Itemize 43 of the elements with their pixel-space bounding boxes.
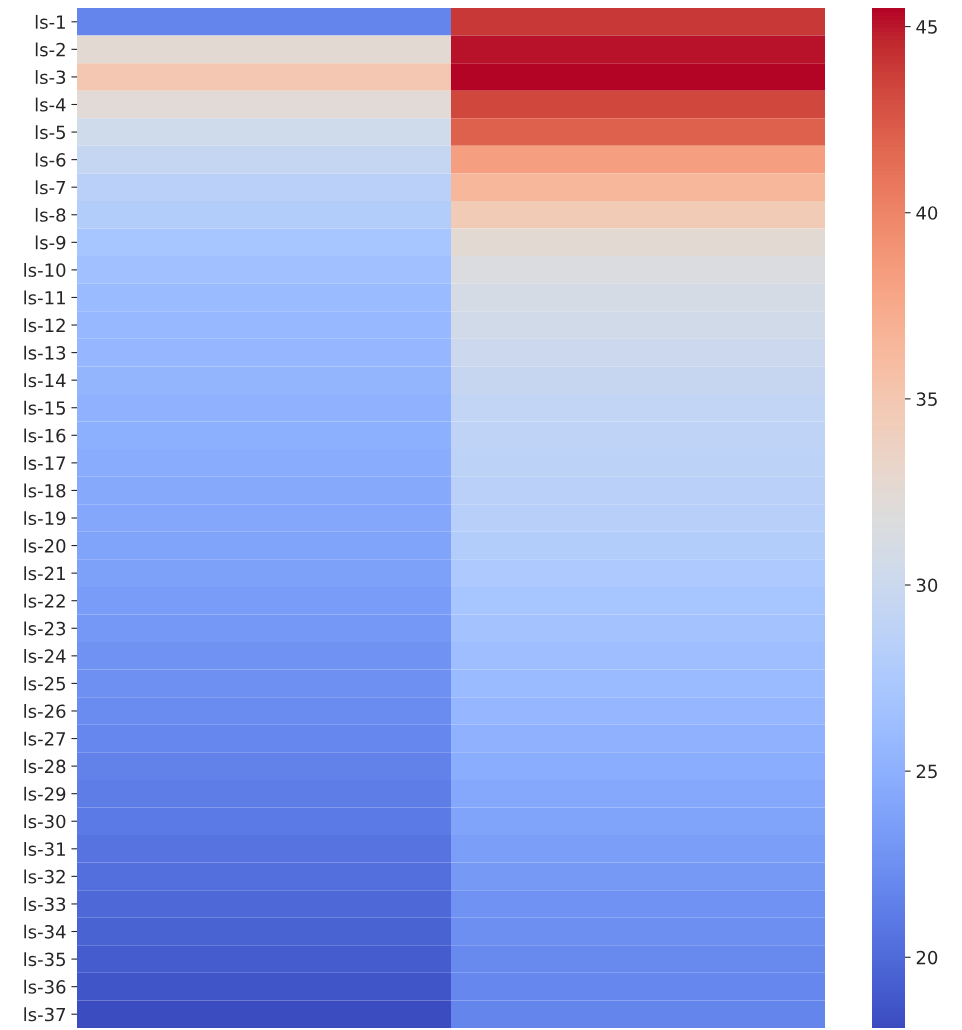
y-tick-label: ls-17 [24,456,66,470]
y-tick-label: ls-32 [24,869,65,884]
y-tick-label: ls-6 [35,152,66,167]
y-tick-label: ls-23 [24,621,66,636]
y-tick-label: ls-4 [35,97,66,112]
y-tick-label: ls-29 [24,786,66,801]
y-tick-label: ls-9 [35,235,66,250]
y-tick-label: ls-37 [24,1007,66,1022]
color-bar-label: 40 [916,206,938,220]
y-tick-label: ls-33 [24,897,66,912]
color-bar-label: 35 [916,392,937,406]
y-tick-label: ls-13 [24,345,66,360]
y-tick-label: ls-15 [24,400,66,415]
y-tick-label: ls-2 [35,42,65,57]
y-tick-label: ls-12 [24,318,65,333]
y-tick-label: ls-5 [35,125,66,140]
color-bar-label: 25 [916,764,937,779]
y-tick-label: ls-24 [24,648,66,663]
y-tick-label: ls-1 [35,14,65,29]
y-tick-label: ls-30 [24,814,66,829]
y-tick-label: ls-26 [24,704,66,719]
y-tick-label: ls-7 [35,180,66,195]
y-tick-label: ls-10 [24,263,66,278]
y-tick-label: ls-28 [24,759,66,774]
y-tick-label: ls-8 [35,207,66,222]
y-tick-label: ls-3 [35,70,66,85]
y-tick-label: ls-20 [24,538,66,553]
y-tick-label: ls-16 [24,428,66,443]
y-tick-label: ls-31 [24,841,65,856]
y-tick-label: ls-21 [24,566,65,581]
color-bar-label: 20 [916,950,938,965]
y-tick-label: ls-19 [24,511,66,526]
y-tick-label: ls-11 [24,290,65,305]
y-tick-label: ls-35 [24,952,66,967]
color-bar-label: 45 [916,20,937,34]
y-tick-label: ls-25 [24,676,66,691]
y-tick-label: ls-14 [24,373,66,388]
y-tick-label: ls-18 [24,483,66,498]
color-bar-label: 30 [916,578,938,593]
y-tick-label: ls-22 [24,593,65,608]
y-tick-label: ls-36 [24,979,66,994]
y-tick-label: ls-27 [24,731,66,746]
y-tick-label: ls-34 [24,924,66,939]
